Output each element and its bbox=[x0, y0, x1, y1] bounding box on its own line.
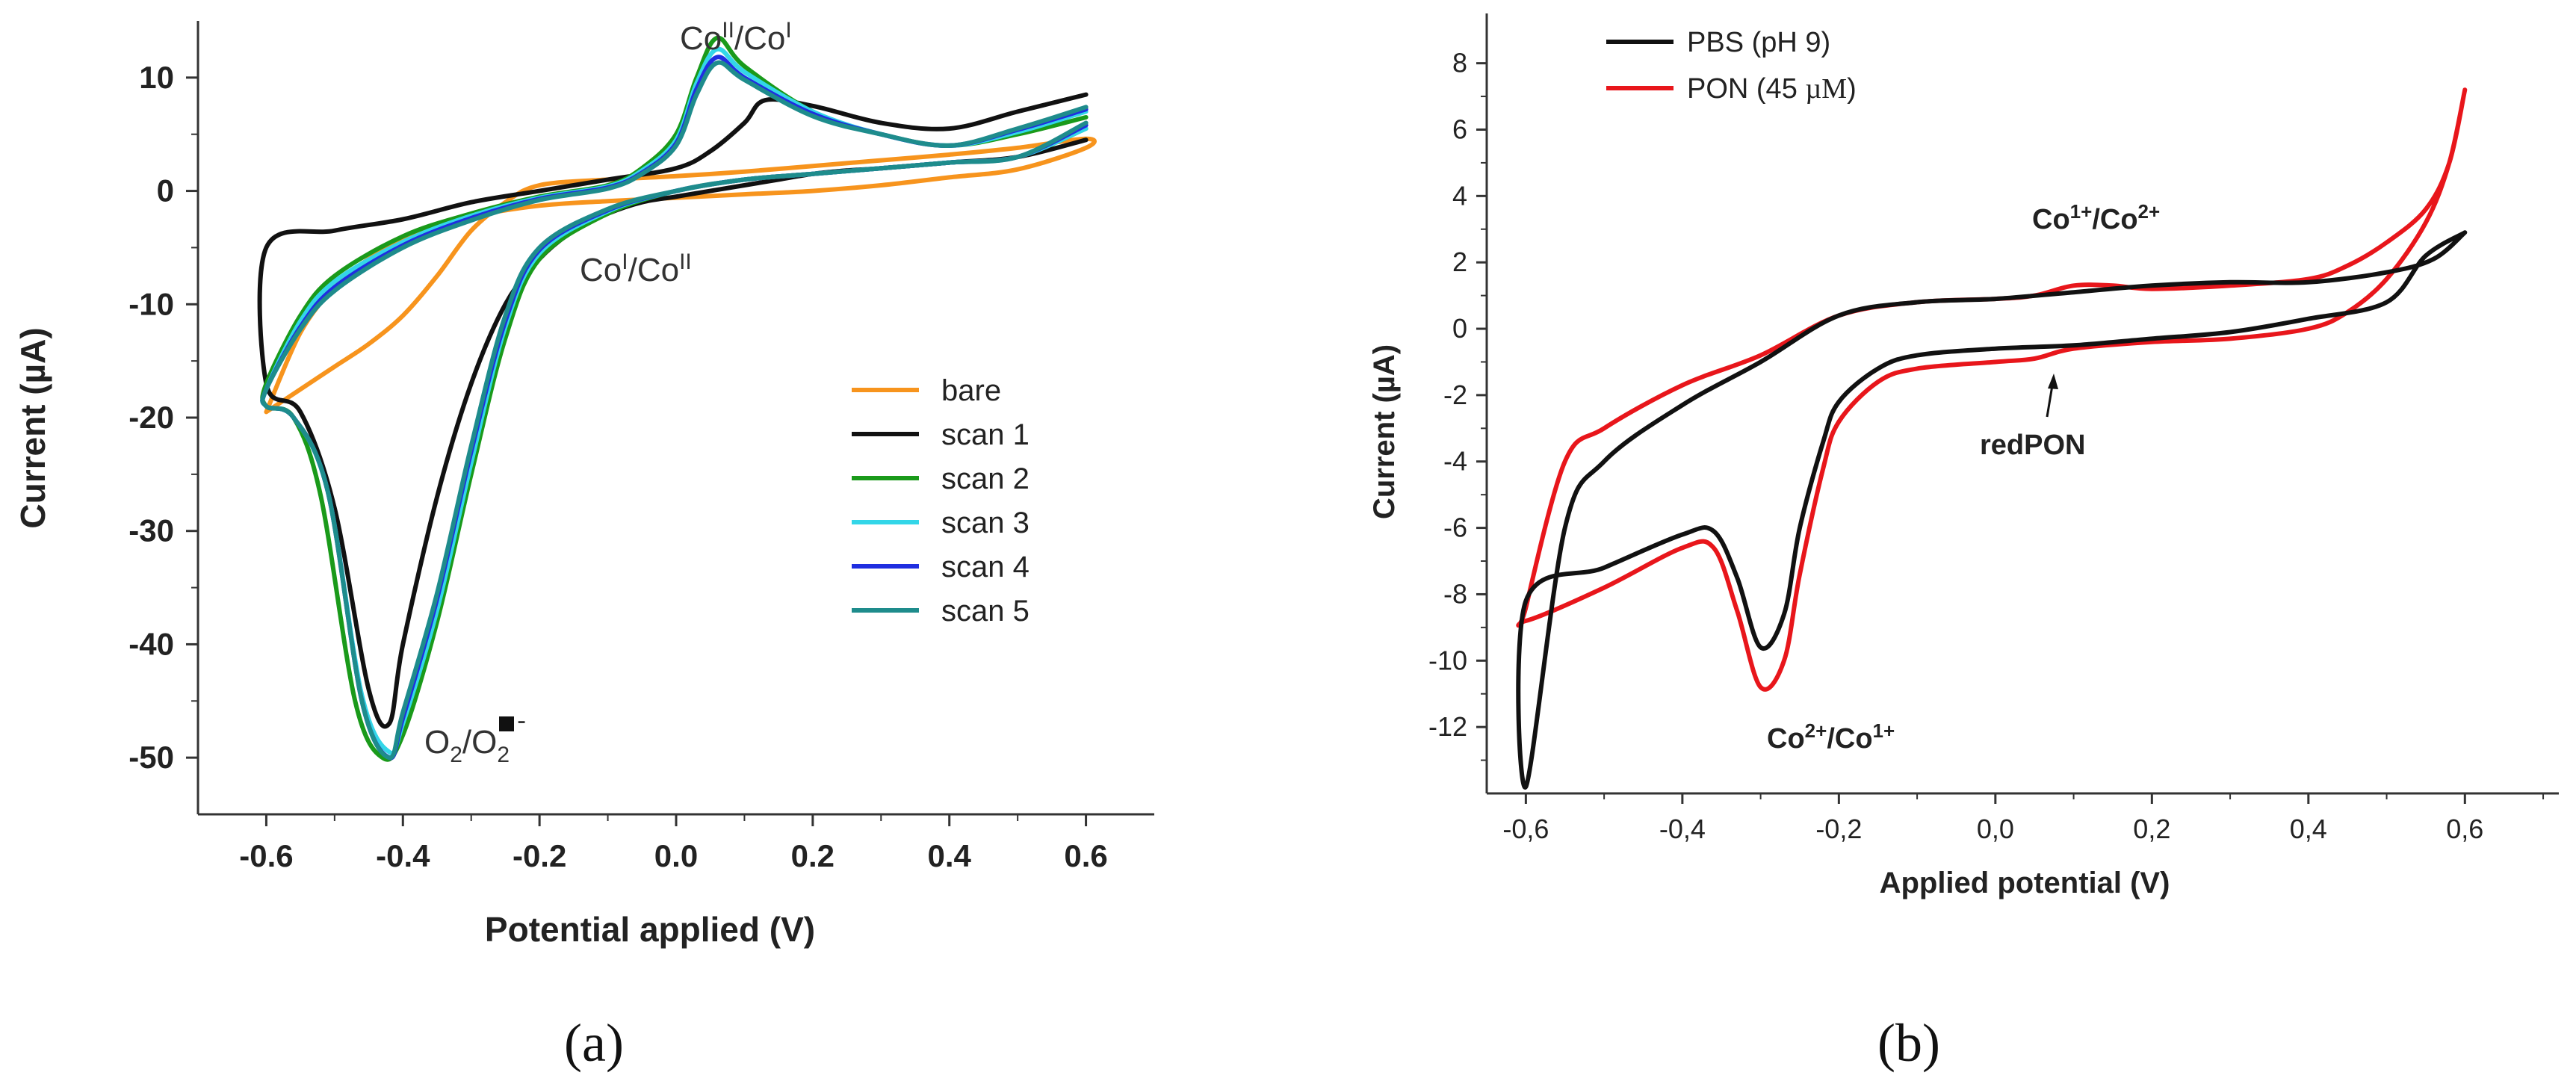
series-line-pbs bbox=[1516, 230, 2468, 790]
x-tick-label: 0,0 bbox=[1977, 814, 2014, 844]
y-tick-label: -8 bbox=[1443, 578, 1467, 609]
y-tick-label: -30 bbox=[129, 513, 174, 548]
panel-a-annotation-oxidation: CoII/CoI bbox=[680, 18, 792, 57]
panel-a-chart: -0.6 -0.4 -0.2 0.0 0.2 0.4 0.6 10 0 -10 -20 -30 -40 -… bbox=[13, 18, 1154, 1073]
panel-b-chart: -0,6 -0,4 -0,2 0,0 0,2 0,4 0,6 8 6 4 2 0 -2 -4 -6 -8 -10… bbox=[1368, 13, 2559, 1073]
legend-label: scan 1 bbox=[941, 418, 1030, 451]
series-line-scan-5 bbox=[260, 60, 1089, 761]
x-tick-label: 0.2 bbox=[791, 838, 835, 873]
panel-b-annotation-oxidation: Co1+/Co2+ bbox=[2032, 200, 2160, 235]
panel-a-ylabel: Current (µA) bbox=[13, 327, 52, 528]
legend-item: scan 3 bbox=[852, 507, 1030, 539]
legend-item: scan 1 bbox=[852, 418, 1030, 451]
svg-text:redPON: redPON bbox=[1980, 430, 2085, 461]
panel-b-axes bbox=[1485, 13, 2559, 795]
panel-b-label: (b) bbox=[1877, 1013, 1940, 1073]
panel-b-legend: PBS (pH 9) PON (45 µM) bbox=[1606, 27, 1857, 105]
legend-label: scan 4 bbox=[941, 551, 1030, 583]
legend-label: PON (45 µM) bbox=[1687, 73, 1857, 105]
x-tick-label: 0.0 bbox=[654, 838, 698, 873]
y-tick-label: 6 bbox=[1452, 114, 1467, 144]
y-tick-label: 2 bbox=[1452, 247, 1467, 277]
y-tick-label: -50 bbox=[129, 740, 174, 775]
series-line-pon bbox=[1516, 87, 2468, 692]
legend-item: scan 4 bbox=[852, 551, 1030, 583]
series-line-scan-1 bbox=[257, 92, 1089, 729]
x-tick-label: 0,2 bbox=[2133, 814, 2170, 844]
y-tick-label: -12 bbox=[1428, 711, 1467, 742]
x-tick-label: 0.4 bbox=[928, 838, 972, 873]
legend-label: scan 2 bbox=[941, 462, 1030, 495]
y-tick-label: 4 bbox=[1452, 180, 1467, 211]
panel-a-axes bbox=[196, 21, 1154, 816]
y-tick-label: -2 bbox=[1443, 380, 1467, 410]
legend-item: scan 5 bbox=[852, 595, 1030, 628]
panel-b-annotation-reduction: Co2+/Co1+ bbox=[1767, 719, 1895, 755]
x-tick-label: -0,2 bbox=[1815, 814, 1862, 844]
legend-label: bare bbox=[941, 374, 1001, 407]
y-tick-label: -4 bbox=[1443, 446, 1467, 477]
x-tick-label: 0,4 bbox=[2290, 814, 2327, 844]
panel-a-ticks: -0.6 -0.4 -0.2 0.0 0.2 0.4 0.6 10 0 -10 -20 -30 -40 -… bbox=[129, 60, 1107, 873]
y-tick-label: 0 bbox=[157, 173, 174, 208]
legend-item: scan 2 bbox=[852, 462, 1030, 495]
x-tick-label: -0.4 bbox=[376, 838, 430, 873]
panel-a-legend: bare scan 1 scan 2 scan 3 scan 4 scan 5 bbox=[852, 374, 1030, 628]
panel-b-annotation-redpon: redPON bbox=[1980, 374, 2085, 461]
panel-a-label: (a) bbox=[564, 1013, 624, 1073]
panel-a-xlabel: Potential applied (V) bbox=[485, 910, 815, 949]
legend-item: PON (45 µM) bbox=[1606, 73, 1857, 105]
redpon-arrowhead-icon bbox=[2048, 374, 2058, 389]
y-tick-label: -6 bbox=[1443, 512, 1467, 543]
legend-item: bare bbox=[852, 374, 1001, 407]
y-tick-label: 10 bbox=[139, 60, 174, 95]
y-tick-label: -10 bbox=[1428, 645, 1467, 675]
y-tick-label: 0 bbox=[1452, 313, 1467, 344]
panel-b-curves bbox=[1516, 87, 2468, 790]
panel-b-ticks: -0,6 -0,4 -0,2 0,0 0,2 0,4 0,6 8 6 4 2 0 -2 -4 -6 -8 -10… bbox=[1428, 48, 2545, 844]
x-tick-label: -0.6 bbox=[239, 838, 293, 873]
x-tick-label: 0.6 bbox=[1064, 838, 1107, 873]
panel-a-curves bbox=[257, 35, 1097, 762]
svg-text:O2/O2 -: O2/O2 - bbox=[424, 704, 526, 767]
panel-a-annotation-reduction: CoI/CoII bbox=[580, 250, 692, 288]
y-tick-label: -10 bbox=[129, 286, 174, 321]
radical-dot-icon bbox=[499, 716, 514, 731]
series-line-bare bbox=[264, 136, 1097, 415]
y-tick-label: 8 bbox=[1452, 48, 1467, 78]
legend-label: PBS (pH 9) bbox=[1687, 27, 1830, 58]
legend-label: scan 3 bbox=[941, 507, 1030, 539]
x-tick-label: -0.2 bbox=[513, 838, 566, 873]
panel-b-ylabel: Current (µA) bbox=[1368, 344, 1401, 519]
panel-b-xlabel: Applied potential (V) bbox=[1880, 867, 2170, 899]
legend-label: scan 5 bbox=[941, 595, 1030, 628]
x-tick-label: -0,4 bbox=[1659, 814, 1706, 844]
y-tick-label: -40 bbox=[129, 626, 174, 661]
x-tick-label: 0,6 bbox=[2446, 814, 2483, 844]
x-tick-label: -0,6 bbox=[1502, 814, 1549, 844]
y-tick-label: -20 bbox=[129, 400, 174, 435]
panel-a-annotation-oxygen: O2/O2 - bbox=[424, 704, 526, 767]
legend-item: PBS (pH 9) bbox=[1606, 27, 1830, 58]
